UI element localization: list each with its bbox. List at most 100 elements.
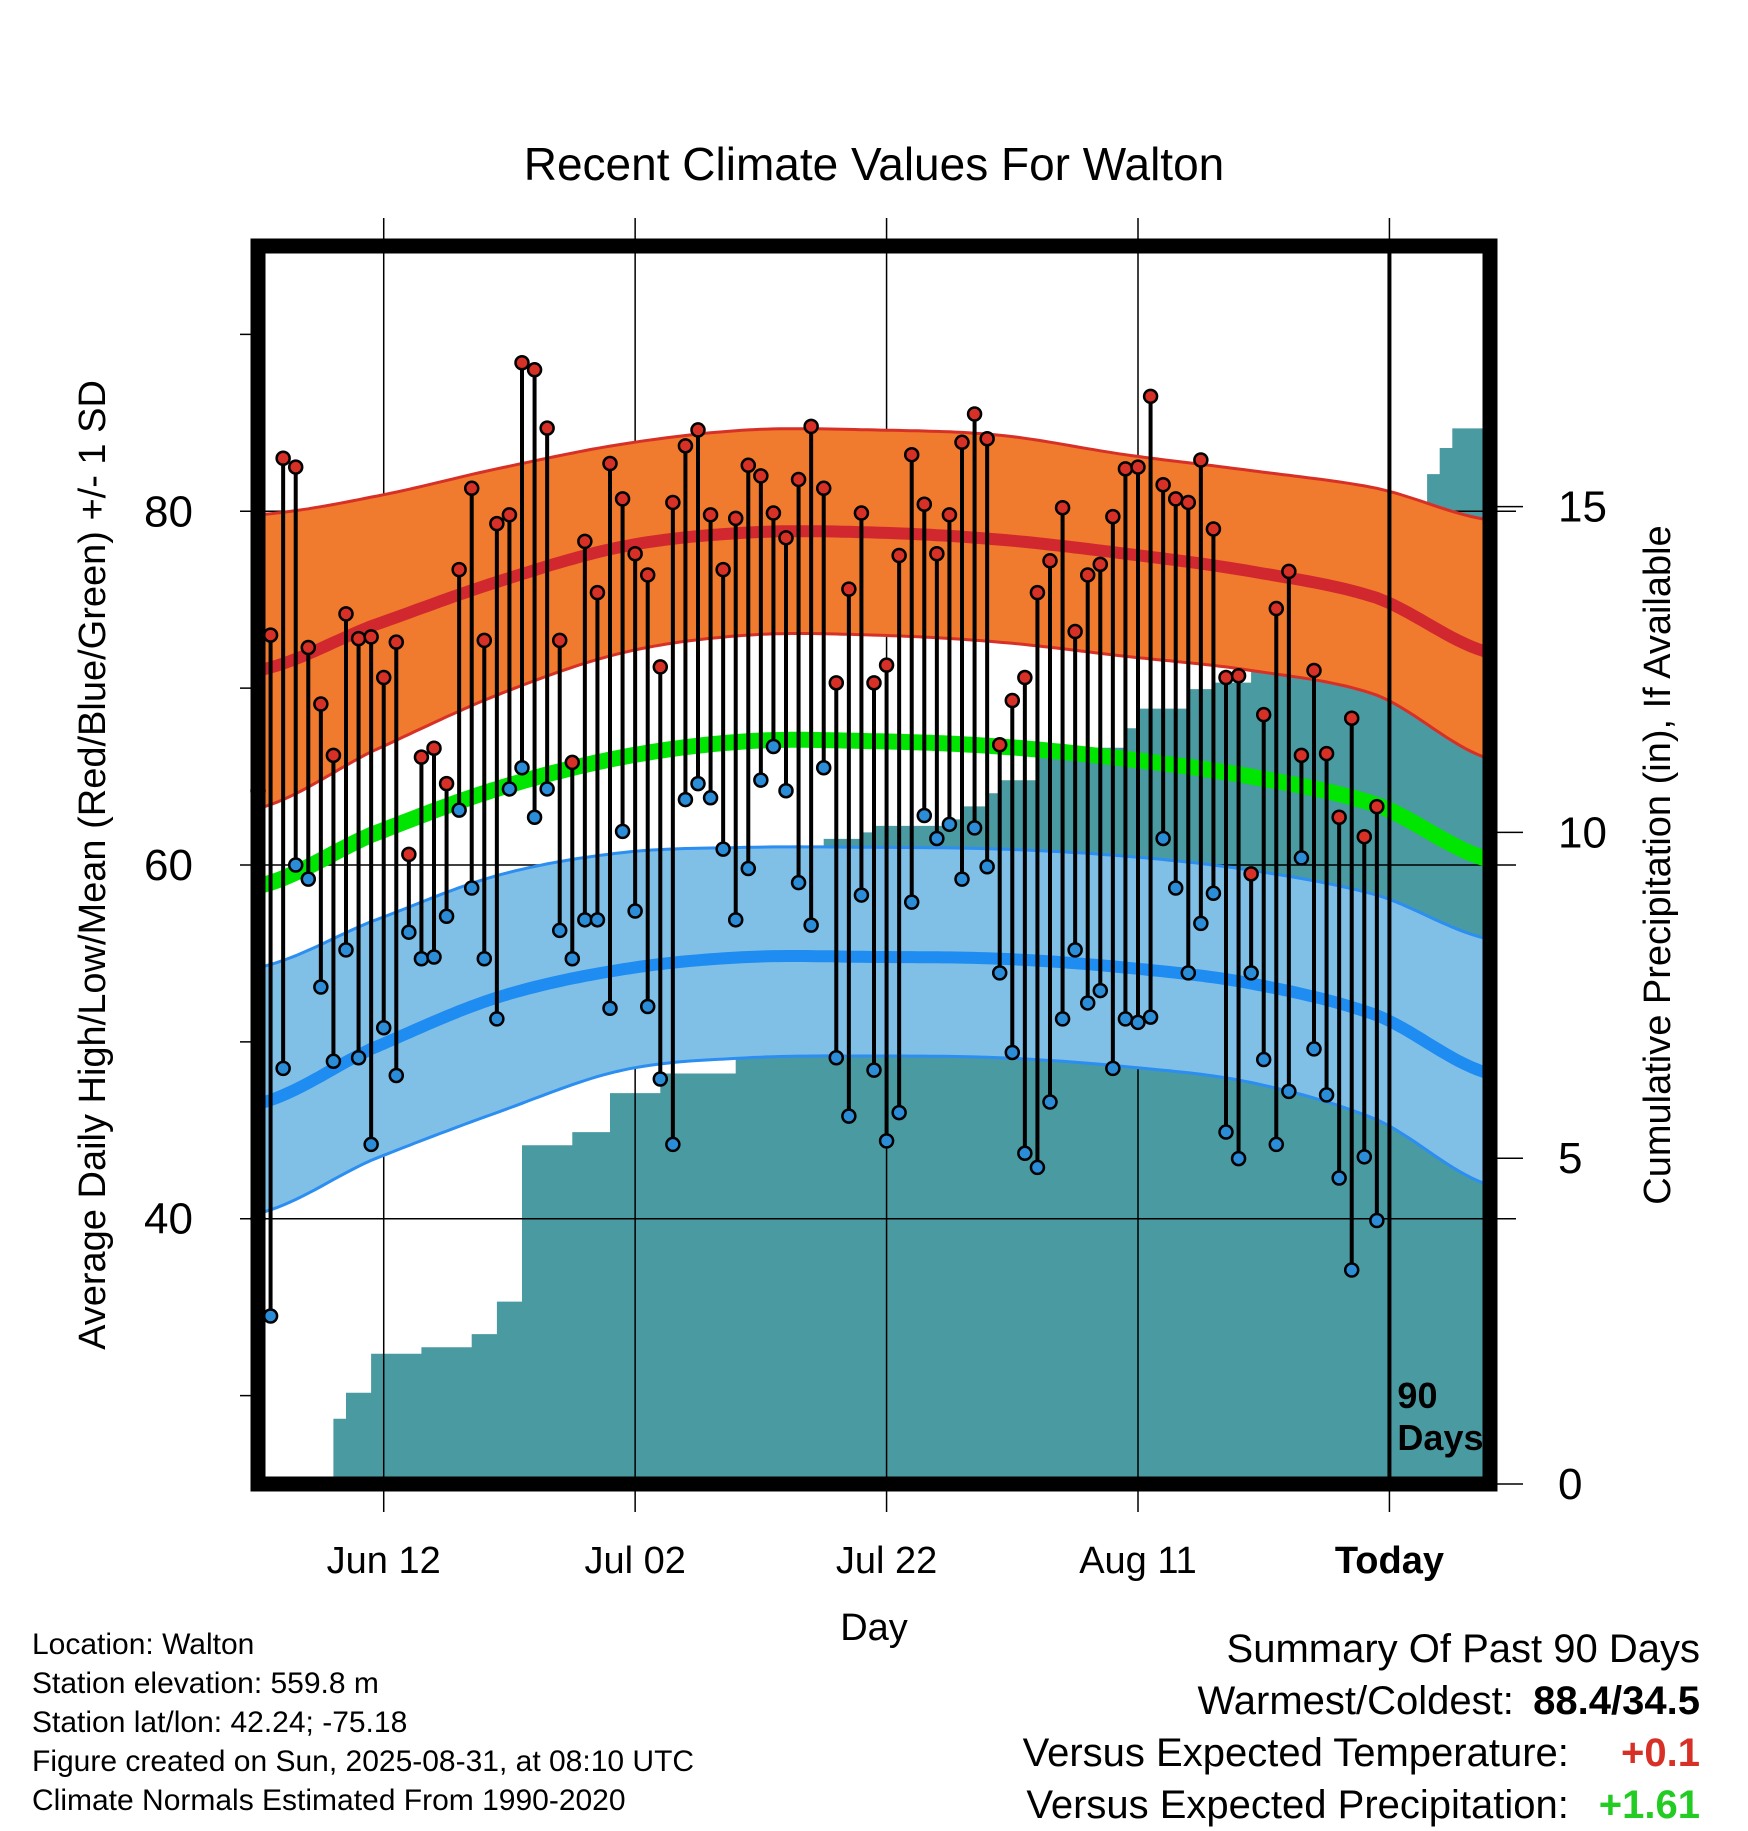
daily-low-point	[790, 874, 807, 891]
daily-low-point	[551, 922, 568, 939]
daily-low-point	[941, 816, 958, 833]
daily-high-point	[841, 581, 857, 597]
daily-high-point	[966, 406, 983, 422]
daily-low-point	[1343, 1262, 1360, 1278]
y-tick-label: 80	[144, 487, 193, 536]
daily-low-point	[1004, 1044, 1021, 1061]
y2-tick-label: 10	[1558, 808, 1607, 857]
daily-high-point	[665, 494, 681, 511]
daily-low-point	[878, 1133, 895, 1149]
temp-departure-label: Versus Expected Temperature:	[1022, 1731, 1569, 1775]
daily-low-point	[991, 965, 1008, 981]
daily-low-point	[426, 949, 442, 965]
daily-high-point	[903, 446, 920, 463]
daily-low-point	[891, 1104, 907, 1121]
elevation-text: Station elevation: 559.8 m	[32, 1667, 379, 1700]
precip-departure-row: Versus Expected Precipitation: +1.61	[1023, 1779, 1700, 1831]
precip-departure-value: +1.61	[1598, 1783, 1700, 1827]
daily-high-point	[1268, 600, 1285, 617]
daily-low-point	[665, 1136, 681, 1153]
daily-low-point	[652, 1071, 669, 1087]
daily-low-point	[313, 979, 329, 995]
daily-low-point	[702, 790, 719, 806]
daily-high-point	[388, 634, 405, 650]
daily-low-point	[363, 1136, 379, 1153]
daily-low-point	[1130, 1014, 1146, 1031]
daily-low-point	[1205, 885, 1222, 902]
daily-high-point	[790, 471, 807, 488]
warm-cold-label: Warmest/Coldest:	[1197, 1679, 1514, 1723]
summary-title: Summary Of Past 90 Days	[1226, 1627, 1700, 1671]
daily-high-point	[539, 420, 555, 436]
daily-low-point	[1155, 830, 1171, 847]
daily-high-point	[715, 561, 731, 578]
daily-high-point	[740, 457, 757, 474]
daily-low-point	[1180, 965, 1197, 981]
daily-high-point	[815, 480, 832, 497]
normals-text: Climate Normals Estimated From 1990-2020	[32, 1784, 626, 1817]
daily-high-point	[1218, 669, 1234, 686]
daily-low-point	[1167, 880, 1184, 896]
daily-low-point	[602, 1000, 618, 1017]
daily-low-point	[916, 807, 933, 824]
daily-high-point	[1042, 553, 1058, 569]
station-info: Location: Walton Station elevation: 559.…	[32, 1625, 694, 1820]
daily-low-point	[1117, 1011, 1134, 1027]
daily-high-point	[338, 606, 354, 622]
daily-high-point	[551, 632, 568, 649]
created-text: Figure created on Sun, 2025-08-31, at 08…	[32, 1745, 695, 1778]
daily-high-point	[313, 696, 329, 712]
daily-high-point	[954, 434, 970, 451]
daily-high-point	[438, 775, 455, 792]
daily-low-point	[1369, 1212, 1385, 1229]
daily-high-point	[401, 846, 417, 863]
daily-low-point	[979, 859, 995, 875]
daily-low-point	[841, 1108, 857, 1124]
y-axis-right: 0 5 10 15	[1490, 483, 1607, 1509]
daily-high-point	[677, 438, 694, 454]
daily-high-point	[1281, 563, 1297, 580]
daily-high-point	[1205, 521, 1222, 537]
daily-high-point	[1318, 745, 1335, 762]
temp-departure-row: Versus Expected Temperature: +0.1	[1023, 1727, 1700, 1779]
daily-low-point	[929, 830, 945, 847]
daily-low-point	[765, 738, 782, 755]
daily-low-point	[401, 924, 417, 940]
daily-low-point	[577, 912, 593, 928]
daily-low-point	[438, 908, 455, 925]
daily-low-point	[639, 998, 656, 1015]
daily-high-point	[916, 496, 933, 512]
daily-high-point	[1180, 494, 1197, 511]
daily-high-point	[489, 515, 505, 532]
daily-high-point	[1017, 669, 1033, 686]
daily-high-point	[451, 561, 467, 578]
daily-low-point	[1105, 1060, 1121, 1077]
summary-panel: Summary Of Past 90 Days Warmest/Coldest:…	[1023, 1623, 1700, 1831]
daily-low-point	[1079, 995, 1096, 1011]
warm-cold-value: 88.4/34.5	[1533, 1679, 1700, 1723]
daily-low-point	[489, 1011, 505, 1027]
daily-low-point	[1230, 1150, 1247, 1167]
daily-low-point	[627, 903, 643, 919]
temp-departure-value: +0.1	[1621, 1731, 1700, 1775]
y-axis-label: Average Daily High/Low/Mean (Red/Blue/Gr…	[72, 380, 114, 1350]
daily-high-point	[287, 459, 304, 475]
daily-high-point	[1079, 567, 1096, 583]
daily-low-point	[803, 917, 819, 933]
daily-high-point	[1155, 477, 1171, 493]
daily-high-point	[891, 547, 907, 564]
daily-high-point	[1054, 499, 1071, 516]
daily-high-point	[1092, 556, 1109, 573]
daily-high-point	[1130, 459, 1146, 475]
daily-low-point	[539, 781, 555, 797]
x-tick-label: Jun 12	[327, 1540, 441, 1582]
daily-low-point	[740, 860, 757, 877]
daily-low-point	[778, 782, 794, 799]
daily-low-point	[690, 775, 706, 792]
daily-high-point	[941, 507, 958, 523]
daily-high-point	[1105, 508, 1121, 525]
daily-high-point	[1243, 866, 1259, 882]
daily-low-point	[1029, 1159, 1046, 1176]
daily-low-point	[476, 950, 493, 967]
daily-high-point	[375, 669, 392, 686]
